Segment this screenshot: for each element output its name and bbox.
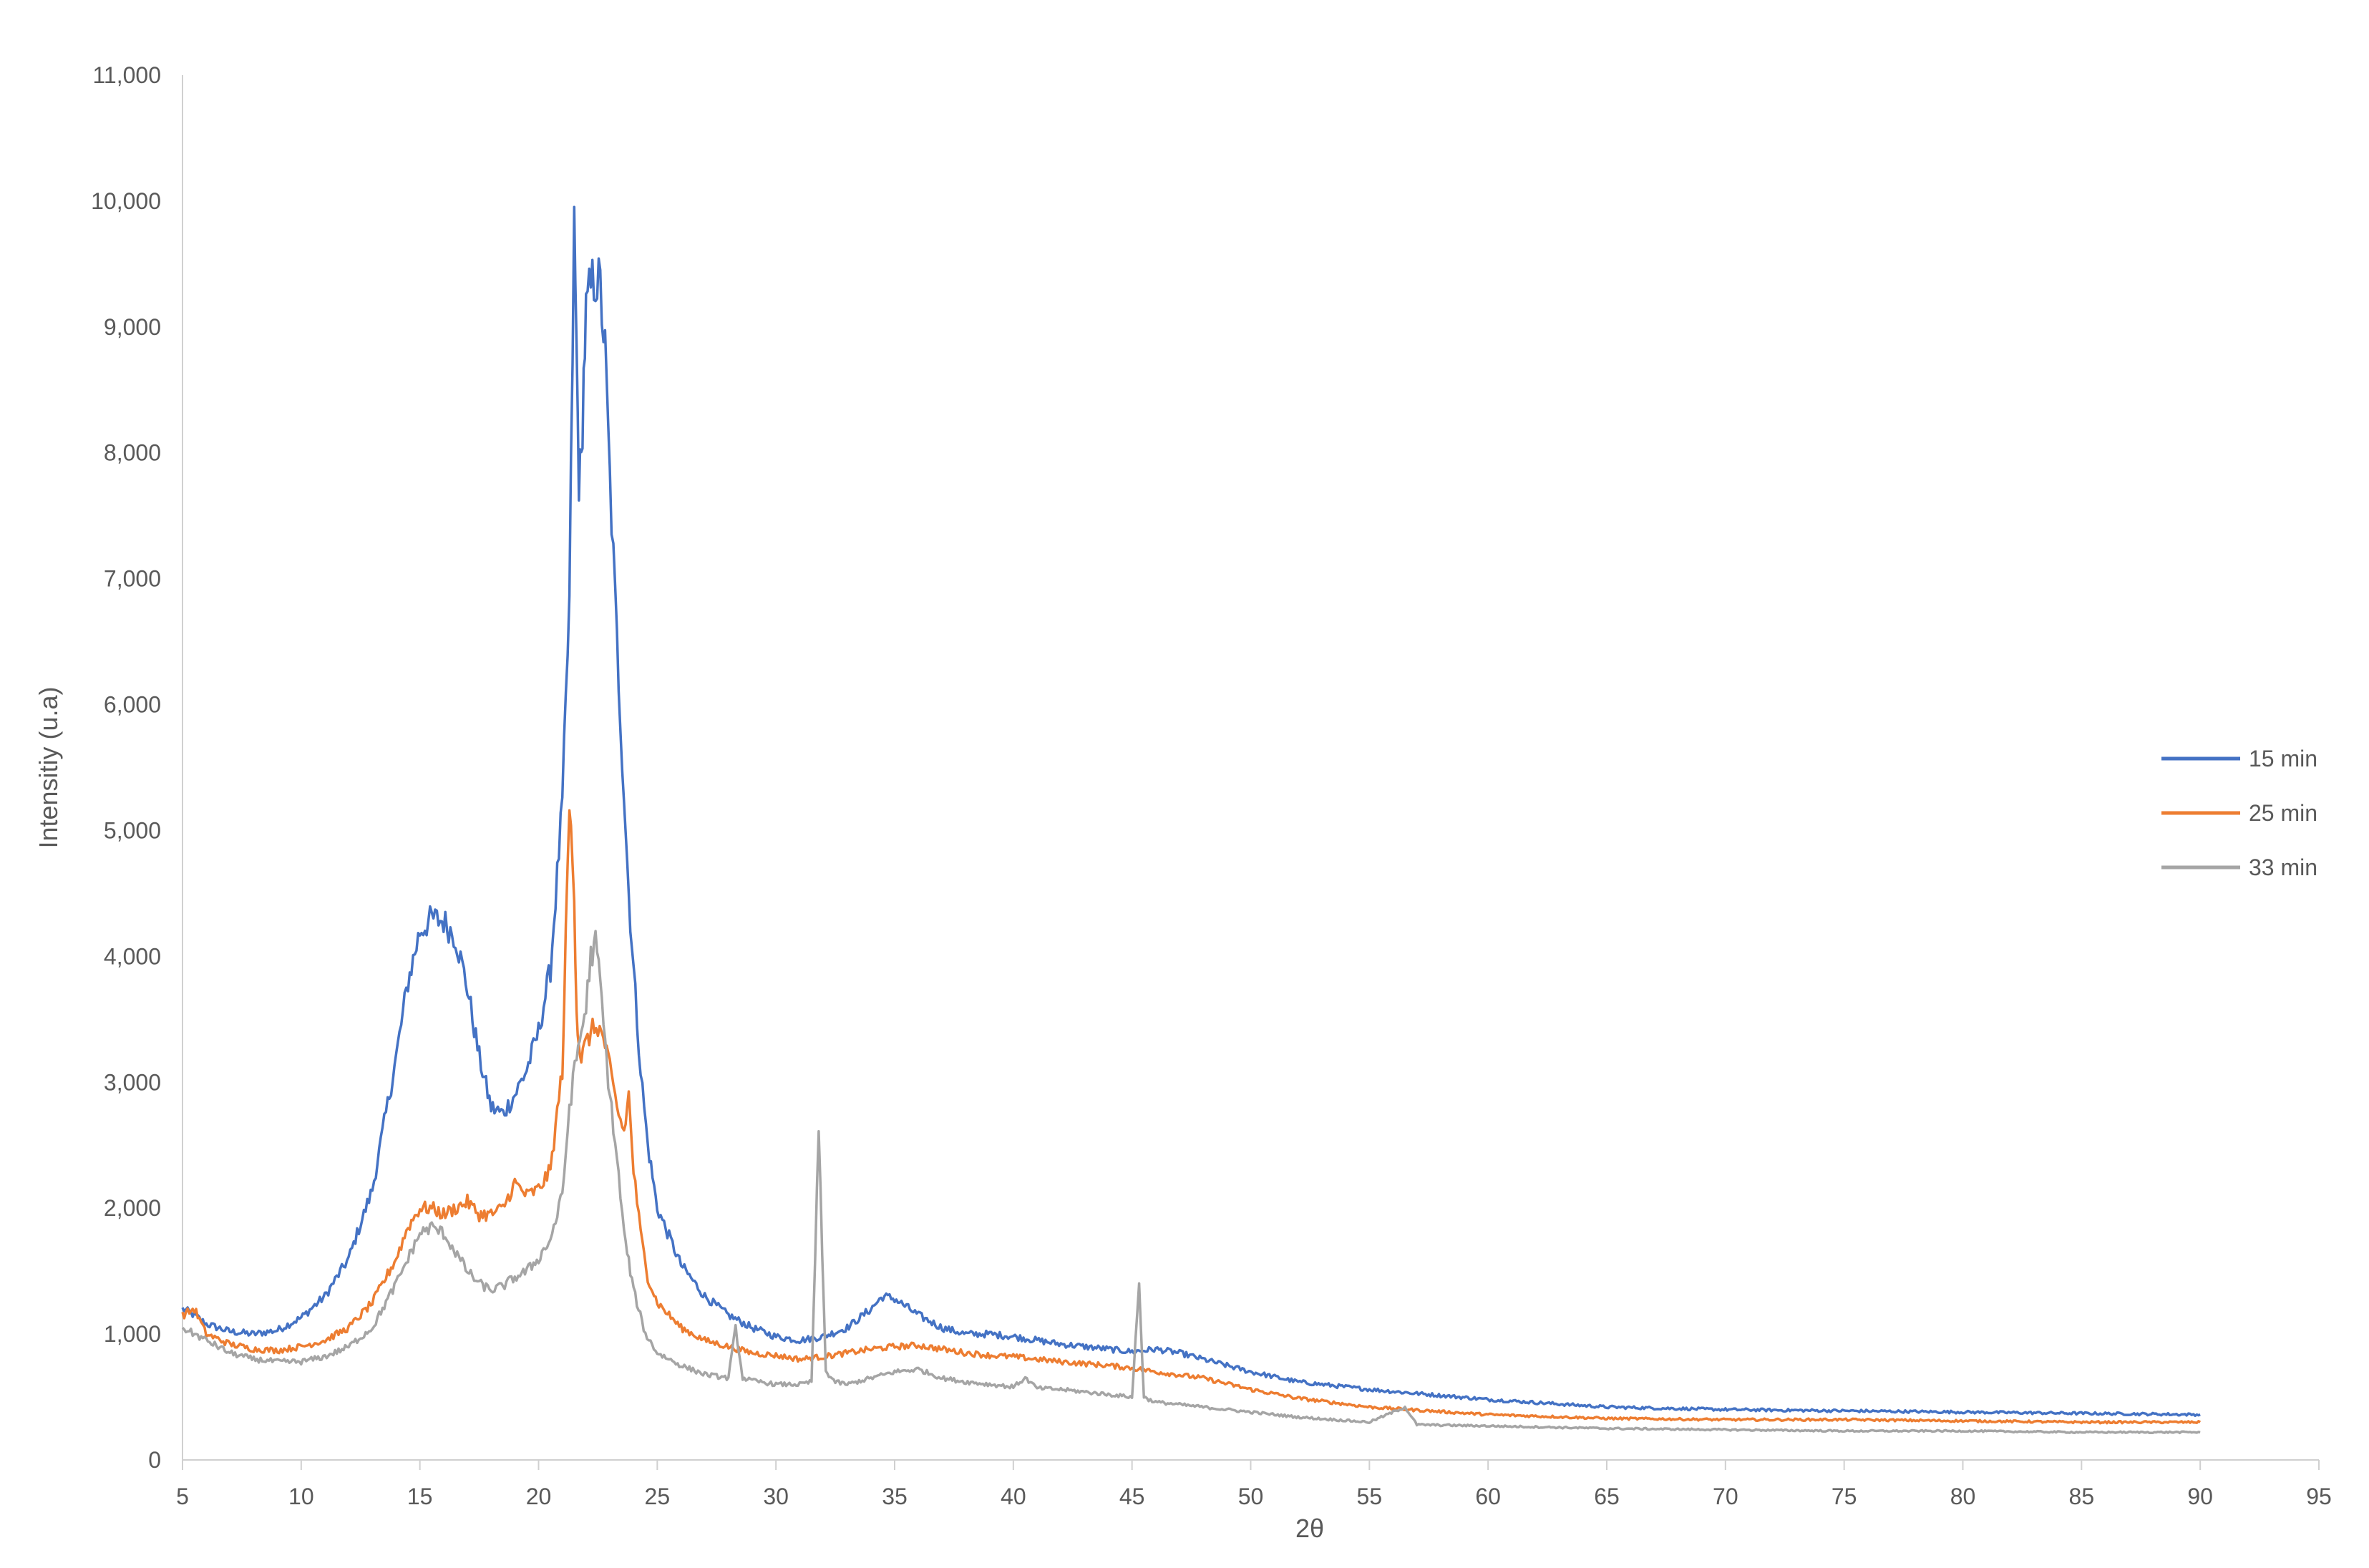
y-axis-title: Intensitiy (u.a): [34, 686, 63, 848]
y-tick-label: 10,000: [91, 188, 161, 214]
x-tick-label: 85: [2069, 1484, 2095, 1509]
x-tick-label: 90: [2187, 1484, 2213, 1509]
legend-label-25-min: 25 min: [2249, 800, 2317, 826]
x-tick-label: 35: [882, 1484, 908, 1509]
x-tick-label: 70: [1713, 1484, 1738, 1509]
x-tick-label: 10: [288, 1484, 314, 1509]
x-tick-label: 80: [1950, 1484, 1976, 1509]
legend-label-33-min: 33 min: [2249, 854, 2317, 880]
x-tick-label: 20: [526, 1484, 552, 1509]
series-line-33-min: [181, 930, 2201, 1435]
y-tick-label: 2,000: [104, 1195, 161, 1221]
x-tick-label: 45: [1119, 1484, 1145, 1509]
y-tick-label: 8,000: [104, 440, 161, 466]
y-tick-label: 6,000: [104, 692, 161, 718]
x-tick-label: 50: [1238, 1484, 1264, 1509]
series-lines: [181, 205, 2202, 1435]
y-tick-label: 5,000: [104, 817, 161, 843]
x-axis-title: 2θ: [1295, 1514, 1324, 1543]
series-line-15-min: [181, 205, 2201, 1418]
series-line-25-min: [181, 809, 2202, 1425]
x-tick-label: 25: [645, 1484, 671, 1509]
x-tick-label: 95: [2306, 1484, 2332, 1509]
y-tick-label: 1,000: [104, 1321, 161, 1347]
x-tick-label: 30: [763, 1484, 789, 1509]
legend-label-15-min: 15 min: [2249, 746, 2317, 771]
x-tick-label: 75: [1832, 1484, 1857, 1509]
x-tick-label: 5: [176, 1484, 189, 1509]
x-tick-label: 15: [407, 1484, 433, 1509]
legend: 15 min 25 min 33 min: [2161, 746, 2317, 880]
x-tick-label: 65: [1594, 1484, 1620, 1509]
y-tick-label: 9,000: [104, 314, 161, 340]
x-tick-label: 40: [1001, 1484, 1026, 1509]
y-tick-label: 4,000: [104, 943, 161, 969]
axes: 0 1,000 2,000 3,000 4,000 5,000 6,000 7,000 8,00…: [91, 62, 2332, 1509]
x-tick-label: 60: [1475, 1484, 1501, 1509]
y-tick-label: 3,000: [104, 1069, 161, 1095]
y-tick-label: 11,000: [93, 62, 162, 88]
x-tick-label: 55: [1357, 1484, 1383, 1509]
y-tick-label: 7,000: [104, 566, 161, 592]
y-tick-label: 0: [148, 1447, 161, 1473]
